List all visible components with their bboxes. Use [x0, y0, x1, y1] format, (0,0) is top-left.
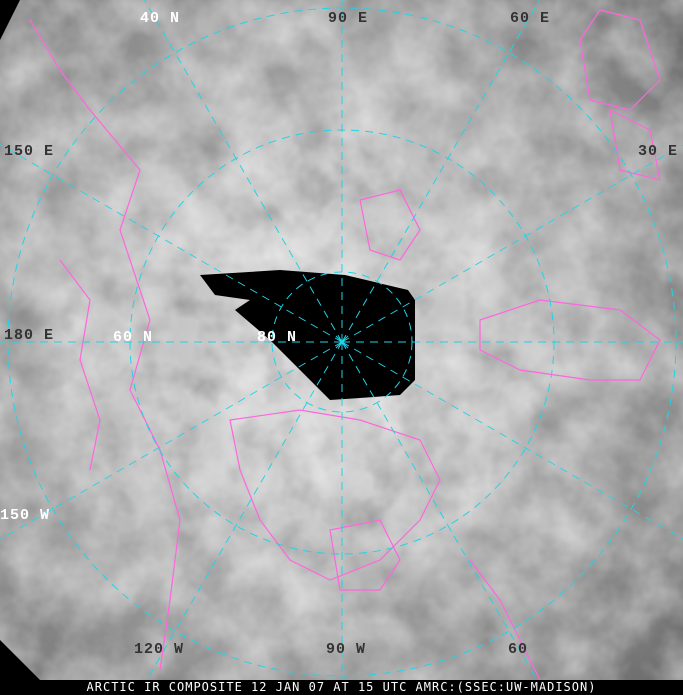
latitude-circle-60n — [7, 7, 677, 677]
meridian-line — [341, 341, 683, 540]
label-90e: 90 E — [328, 10, 369, 27]
graticule — [0, 0, 683, 680]
label-60w: 60 — [508, 641, 529, 658]
label-120w: 120 W — [134, 641, 185, 658]
meridian-line — [341, 341, 538, 680]
image-caption: ARCTIC IR COMPOSITE 12 JAN 07 AT 15 UTC … — [0, 680, 683, 695]
label-40n: 40 N — [140, 10, 181, 27]
label-80n: 80 N — [257, 329, 298, 346]
meridian-line — [146, 341, 343, 680]
meridian-line — [0, 341, 343, 540]
label-90w: 90 W — [326, 641, 367, 658]
meridian-line — [144, 0, 343, 343]
arctic-ir-map — [0, 0, 683, 680]
label-150w: 150 W — [0, 507, 51, 524]
label-60e: 60 E — [510, 10, 551, 27]
no-data-polar-region — [200, 270, 415, 400]
label-180e: 180 E — [4, 327, 55, 344]
label-150e: 150 E — [4, 143, 55, 160]
no-data-corner — [0, 0, 20, 40]
label-30e: 30 E — [638, 143, 679, 160]
meridian-line — [341, 0, 540, 343]
north-pole-marker — [334, 334, 350, 350]
coastlines — [29, 9, 661, 680]
meridian-line — [341, 144, 683, 343]
label-60n: 60 N — [113, 329, 154, 346]
no-data-corner — [0, 640, 40, 680]
meridian-line — [0, 144, 343, 343]
